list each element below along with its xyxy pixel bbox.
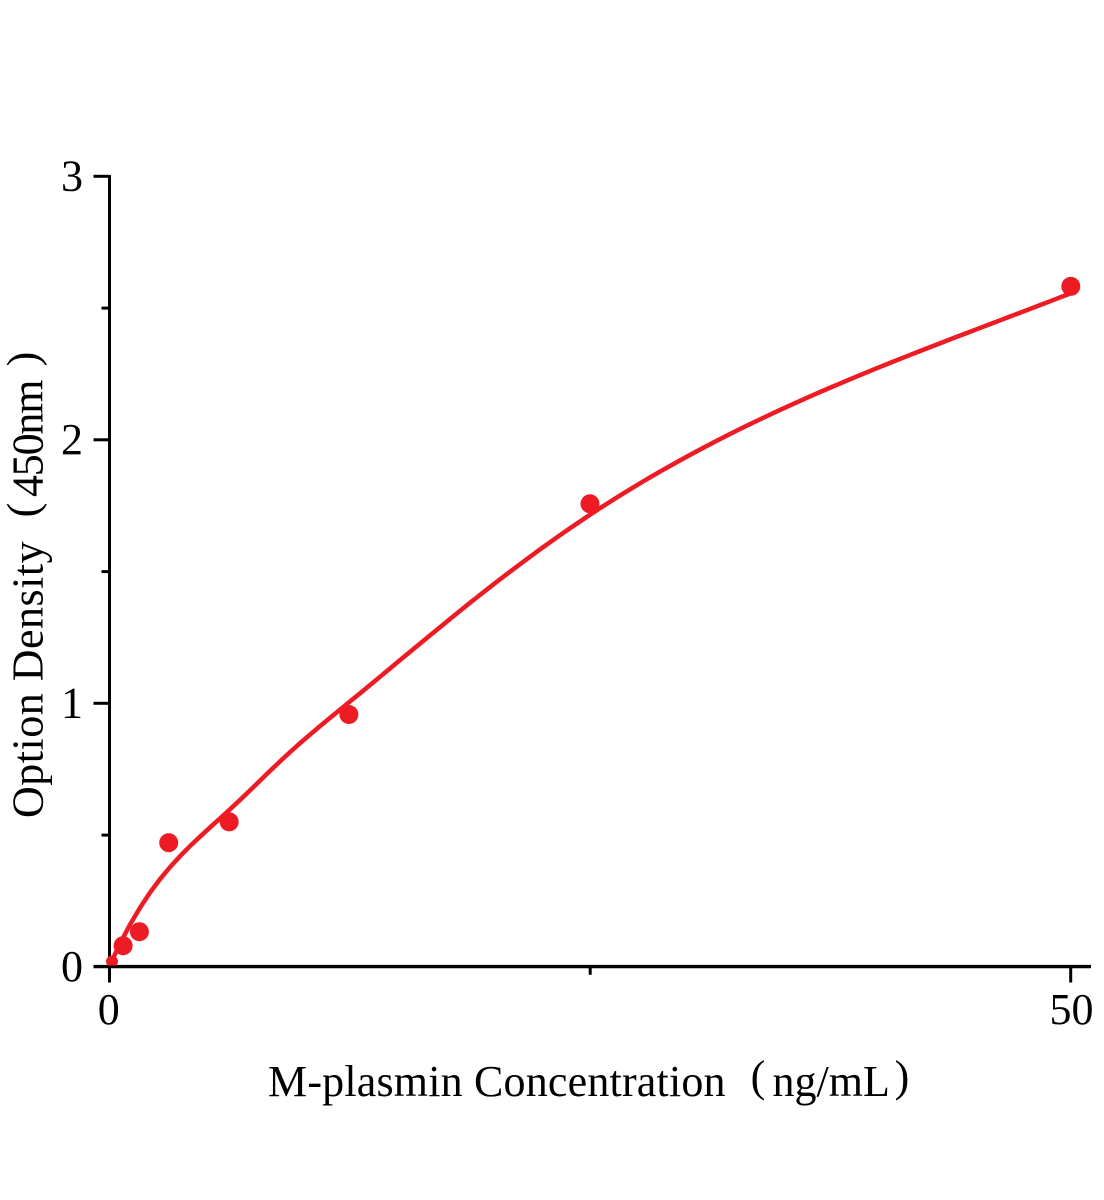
svg-text:450nm: 450nm <box>4 380 53 497</box>
svg-text:ng/mL: ng/mL <box>773 1057 890 1106</box>
svg-text:(: ( <box>751 1052 766 1101</box>
svg-text:1: 1 <box>61 678 83 727</box>
svg-text:0: 0 <box>98 985 120 1034</box>
svg-text:): ) <box>895 1052 910 1101</box>
svg-text:Option Density: Option Density <box>4 541 53 818</box>
svg-text:): ) <box>0 352 48 367</box>
svg-text:M-plasmin Concentration: M-plasmin Concentration <box>268 1057 726 1106</box>
svg-text:50: 50 <box>1050 985 1094 1034</box>
svg-text:2: 2 <box>61 415 83 464</box>
svg-text:(: ( <box>0 503 48 518</box>
svg-text:3: 3 <box>61 151 83 200</box>
svg-text:0: 0 <box>61 942 83 991</box>
